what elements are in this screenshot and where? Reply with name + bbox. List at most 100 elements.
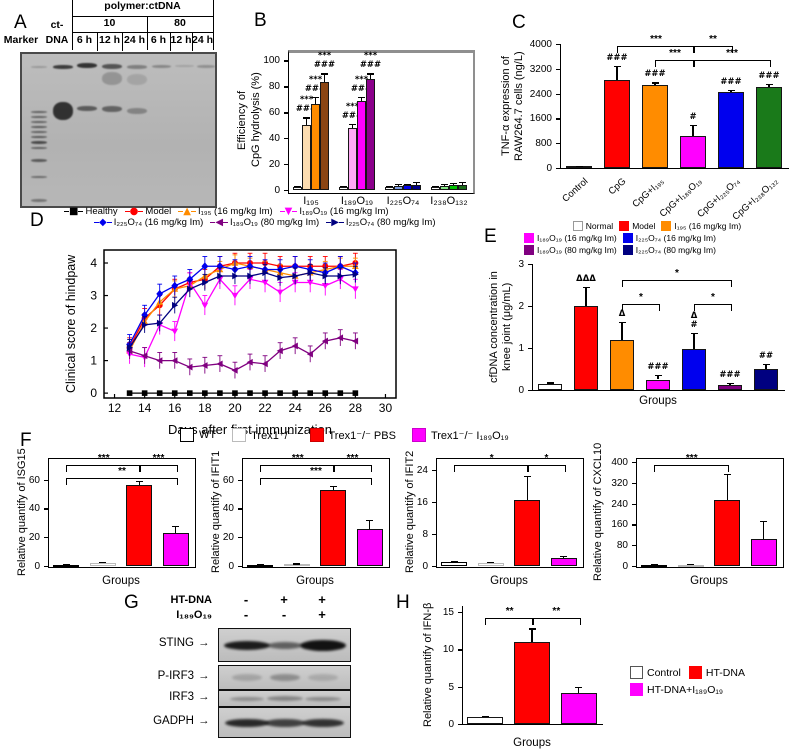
bar-F4-2	[714, 500, 741, 566]
significance-bracket: *	[694, 293, 732, 311]
gel-time-label: 24 h	[192, 34, 214, 46]
legend-marker-line	[138, 210, 144, 213]
y-tick-label: 0	[422, 561, 428, 572]
legend-color-swatch	[180, 428, 194, 442]
gel-band-lane3	[102, 64, 122, 69]
y-tick-mark	[284, 60, 288, 62]
legend-item-triangle-right: ▶ I₂₂₅O₇₄ (80 mg/kg Im)	[326, 217, 436, 228]
x-axis-label: Groups	[690, 575, 728, 587]
gel-divider	[147, 17, 148, 50]
error-bar	[585, 287, 587, 306]
significance-bracket-label: ***	[726, 48, 738, 59]
significance-label: ΔΔΔ	[576, 274, 596, 285]
bar-B-8	[385, 187, 394, 190]
plot-area	[636, 458, 784, 568]
marker-triangle-right	[187, 285, 194, 293]
blot-label-sting: STING	[158, 637, 194, 649]
error-bar-cap	[726, 383, 734, 385]
y-tick-mark	[528, 264, 532, 266]
gel-divider	[192, 33, 193, 51]
bar-F1-2	[126, 485, 153, 566]
marker-triangle-right	[322, 272, 329, 280]
y-axis-label: Relative quantify of IFN-β	[422, 602, 434, 728]
bar-C-3	[680, 136, 706, 168]
blot-row2-value: +	[318, 607, 326, 622]
marker-triangle-right	[277, 274, 284, 282]
bar-C-1	[604, 79, 630, 168]
marker-triangle-down	[171, 328, 179, 335]
error-bar-cap	[690, 333, 698, 335]
y-axis-label: Relative quantify of IFIT2	[404, 450, 416, 574]
bar-B-14	[449, 185, 458, 190]
gel-band-lane3	[102, 106, 122, 112]
legend-marker-line	[223, 221, 229, 224]
significance-bracket: ***	[333, 454, 372, 472]
marker-triangle-right	[156, 319, 164, 327]
legend-item: I₁₈₉O₁₉ (16 mg/kg Im)	[524, 232, 617, 244]
gel-band-lane6	[174, 65, 194, 67]
legend-item-label: I₂₂₅O₇₄ (16 mg/kg Im)	[635, 233, 716, 243]
plot-area	[462, 606, 603, 725]
x-tick-label: 20	[228, 401, 242, 415]
bar-B-9	[394, 186, 403, 190]
marker-triangle-left	[171, 357, 178, 364]
panel-label-e: E	[484, 226, 497, 247]
y-tick-label: 0	[622, 561, 628, 572]
chart-tnf-expression: 0 800 1600 2400 3200 4000 TNF-α expression of R…	[498, 26, 796, 232]
marker-triangle-left	[291, 342, 298, 350]
marker-square	[262, 390, 268, 396]
bar-B-15	[458, 184, 467, 190]
category-label: I₁₉₅	[303, 195, 319, 207]
blot-band	[270, 674, 300, 681]
y-tick-label: 15	[442, 606, 454, 618]
y-tick-label: 3	[90, 289, 97, 303]
significance-label: *** ###	[295, 95, 318, 115]
x-axis-label: Groups	[639, 395, 677, 407]
arrow-right-icon: →	[198, 714, 210, 727]
significance-bracket: **	[532, 607, 581, 625]
gel-lane-marker: Marker	[3, 34, 39, 46]
y-tick-label: 320	[611, 477, 628, 489]
y-tick-label: 0	[90, 386, 97, 400]
error-bar-cap	[651, 82, 659, 84]
error-bar-cap	[654, 375, 662, 377]
y-tick-mark	[284, 164, 288, 166]
legend-marker-line	[338, 221, 344, 224]
significance-bracket-label: *	[639, 292, 643, 303]
y-tick-label: 3	[518, 259, 524, 270]
legend-color-swatch	[622, 233, 633, 243]
error-bar-cap	[575, 686, 583, 688]
marker-triangle-left	[306, 350, 313, 358]
bar-H-1	[514, 641, 550, 724]
marker-triangle-left	[246, 358, 253, 366]
y-tick-label: 2	[518, 301, 524, 312]
marker-triangle-right	[141, 321, 149, 329]
marker-triangle-right	[262, 269, 269, 277]
series-marker-icon: ●	[129, 205, 139, 217]
significance-label: ###	[647, 362, 669, 373]
legend-marker-line	[190, 210, 196, 213]
bar-C-5	[756, 86, 782, 168]
plot-area	[242, 458, 390, 568]
marker-triangle-left	[141, 352, 148, 360]
y-tick-mark	[44, 508, 48, 510]
y-tick-mark	[528, 306, 532, 308]
y-tick-label: 40	[28, 503, 40, 515]
y-axis-label: RAW264.7 cells (ng/L)	[513, 51, 525, 161]
chart-ifn-beta: 0 5 10 15 Relative quantify of IFN-β ** ** Grou…	[418, 592, 616, 752]
y-tick-label: 0	[448, 719, 454, 730]
error-bar-cap	[560, 555, 568, 557]
panel-label-a: A	[14, 12, 27, 33]
y-tick-label: 2	[90, 321, 97, 335]
significance-bracket-label: **	[709, 34, 717, 45]
legend-item-label: I₂₂₅O₇₄ (16 mg/kg Im)	[113, 217, 204, 228]
error-bar	[332, 486, 334, 490]
marker-triangle-down	[261, 279, 269, 286]
marker-triangle-down	[351, 286, 359, 293]
error-bar-cap	[441, 184, 448, 186]
legend-item-label: I₁₈₉O₁₉ (16 mg/kg Im)	[537, 233, 617, 243]
y-axis-label: TNF-α expression of	[500, 56, 512, 156]
marker-triangle-right	[352, 270, 359, 278]
series-marker-icon: ◀	[215, 216, 224, 228]
y-tick-mark	[44, 537, 48, 539]
